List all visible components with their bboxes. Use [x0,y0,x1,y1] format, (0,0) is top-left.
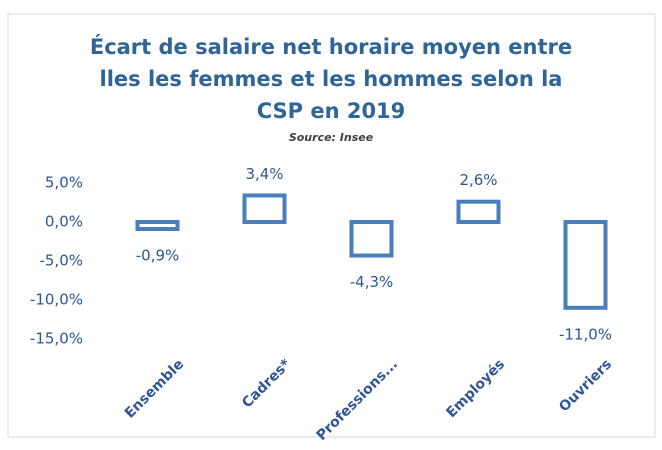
y-tick-label: 5,0% [45,174,83,192]
bar [349,220,394,258]
y-tick-label: -10,0% [30,291,83,309]
chart-title: CSP en 2019 [257,99,406,123]
chart-subtitle: Source: Insee [289,131,374,144]
y-tick-label: -15,0% [30,330,83,348]
y-tick-label: -5,0% [39,252,83,270]
data-label: -0,9% [136,247,180,265]
chart-title: Écart de salaire net horaire moyen entre [90,34,572,59]
bar [242,193,287,224]
bar [135,220,180,232]
data-label: 3,4% [245,165,283,183]
chart-title: lles les femmes et les hommes selon la [100,67,563,91]
chart-border [7,13,656,438]
data-label: -11,0% [559,325,612,343]
bar [456,199,501,225]
bar [563,220,608,310]
data-label: 2,6% [459,171,497,189]
y-tick-label: 0,0% [45,213,83,231]
data-label: -4,3% [350,273,394,291]
